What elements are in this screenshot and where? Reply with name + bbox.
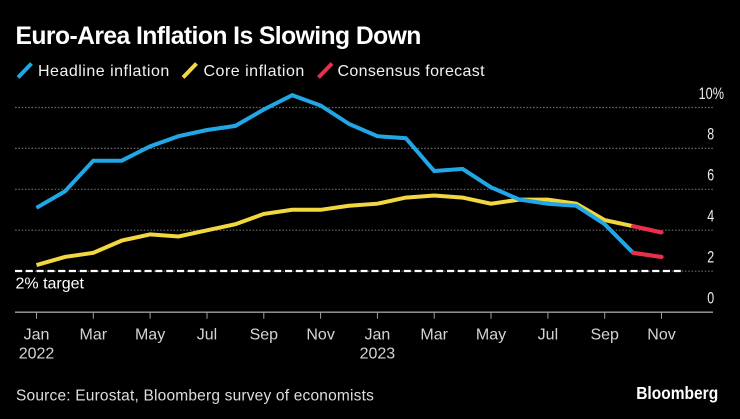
svg-text:Sep: Sep [590,326,619,343]
svg-text:2% target: 2% target [16,276,85,293]
svg-text:Jul: Jul [197,326,217,343]
svg-text:Headline inflation: Headline inflation [38,63,170,80]
svg-text:Consensus forecast: Consensus forecast [338,63,486,80]
svg-text:Bloomberg: Bloomberg [636,383,718,403]
svg-text:Jul: Jul [538,326,558,343]
svg-text:Source: Eurostat, Bloomberg su: Source: Eurostat, Bloomberg survey of ec… [16,388,374,405]
svg-text:Mar: Mar [80,326,108,343]
svg-text:May: May [476,326,506,343]
svg-text:2023: 2023 [360,345,396,362]
svg-text:2022: 2022 [19,345,55,362]
svg-text:Jan: Jan [365,326,391,343]
svg-text:6: 6 [707,166,714,185]
svg-text:2: 2 [707,247,714,266]
svg-text:4: 4 [707,206,714,225]
svg-text:8: 8 [707,125,714,144]
svg-text:Jan: Jan [24,326,50,343]
svg-text:Nov: Nov [306,326,334,343]
svg-text:Euro-Area Inflation Is Slowing: Euro-Area Inflation Is Slowing Down [16,23,421,50]
svg-text:Core inflation: Core inflation [204,63,305,80]
svg-text:Sep: Sep [250,326,279,343]
svg-text:May: May [135,326,165,343]
svg-text:10%: 10% [699,84,725,103]
svg-text:Nov: Nov [647,326,675,343]
svg-text:Mar: Mar [420,326,448,343]
svg-text:0: 0 [707,288,714,307]
